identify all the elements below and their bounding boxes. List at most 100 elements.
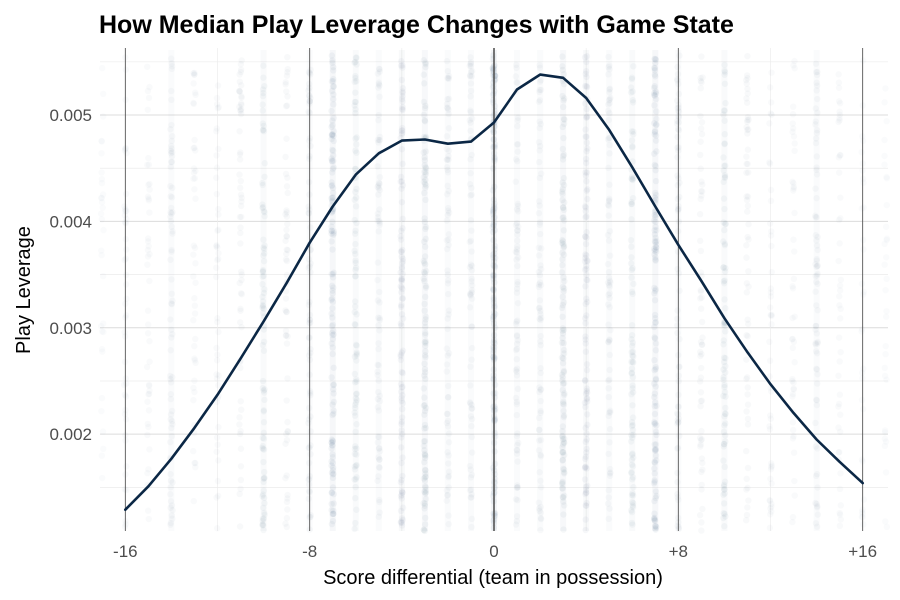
scatter-point	[167, 438, 174, 446]
scatter-point	[374, 214, 382, 221]
scatter-point	[237, 229, 244, 237]
scatter-point	[560, 251, 568, 258]
scatter-point	[330, 91, 337, 98]
scatter-point	[236, 279, 243, 287]
scatter-point	[721, 117, 728, 124]
scatter-point	[328, 107, 335, 115]
scatter-point	[237, 463, 245, 470]
scatter-point	[445, 207, 452, 214]
scatter-point	[215, 382, 221, 388]
scatter-point	[674, 307, 681, 314]
scatter-point	[697, 338, 705, 346]
scatter-point	[536, 202, 543, 209]
scatter-point	[698, 397, 706, 404]
scatter-point	[698, 486, 705, 493]
scatter-point	[721, 67, 728, 74]
scatter-point	[629, 88, 636, 95]
scatter-point	[582, 438, 589, 446]
scatter-point	[328, 123, 335, 131]
scatter-point	[560, 368, 568, 376]
scatter-point	[627, 89, 635, 96]
scatter-point	[167, 163, 174, 171]
scatter-point	[652, 189, 659, 197]
scatter-point	[652, 223, 659, 230]
scatter-point	[284, 68, 291, 76]
scatter-point	[168, 145, 175, 152]
scatter-point	[559, 238, 567, 245]
scatter-point	[282, 153, 289, 161]
scatter-point	[651, 55, 658, 63]
scatter-point	[144, 432, 150, 438]
scatter-point	[167, 477, 175, 484]
scatter-point	[192, 336, 198, 342]
scatter-point	[583, 395, 591, 403]
scatter-point	[167, 498, 175, 505]
scatter-point	[652, 246, 660, 254]
scatter-point	[699, 459, 706, 467]
scatter-point	[720, 374, 727, 381]
scatter-point	[375, 65, 383, 73]
scatter-point	[420, 174, 427, 181]
scatter-point	[260, 458, 267, 466]
scatter-point	[721, 422, 728, 429]
scatter-point	[883, 308, 889, 314]
scatter-point	[238, 194, 245, 202]
scatter-point	[98, 195, 104, 201]
scatter-point	[98, 408, 104, 414]
scatter-point	[422, 470, 429, 477]
scatter-point	[514, 385, 522, 393]
scatter-point	[399, 129, 406, 137]
scatter-point	[329, 131, 336, 139]
scatter-point	[629, 385, 636, 392]
scatter-point	[698, 294, 705, 301]
scatter-point	[791, 185, 797, 191]
scatter-point	[651, 64, 658, 72]
scatter-point	[374, 297, 382, 304]
scatter-point	[559, 152, 567, 160]
scatter-point	[583, 139, 591, 146]
scatter-point	[398, 185, 405, 192]
scatter-point	[445, 474, 452, 481]
scatter-point	[261, 245, 268, 253]
scatter-point	[630, 353, 637, 360]
scatter-point	[375, 184, 382, 192]
scatter-point	[676, 193, 683, 201]
scatter-point	[260, 407, 268, 414]
scatter-point	[514, 237, 521, 244]
scatter-point	[513, 450, 521, 457]
scatter-point	[284, 506, 291, 513]
scatter-point	[467, 59, 475, 66]
scatter-point	[467, 60, 474, 68]
scatter-point	[743, 511, 751, 519]
scatter-point	[168, 204, 175, 212]
scatter-point	[422, 353, 429, 361]
scatter-point	[259, 107, 266, 114]
scatter-point	[330, 157, 337, 165]
scatter-point	[214, 352, 220, 358]
scatter-point	[330, 331, 337, 338]
scatter-point	[145, 107, 151, 113]
scatter-point	[353, 141, 360, 148]
scatter-point	[375, 84, 382, 91]
scatter-point	[351, 379, 359, 386]
scatter-point	[261, 250, 268, 257]
scatter-point	[582, 336, 589, 343]
scatter-point	[743, 447, 750, 455]
scatter-point	[651, 420, 658, 428]
scatter-point	[721, 486, 728, 493]
scatter-point	[722, 99, 729, 107]
scatter-point	[329, 321, 337, 329]
scatter-point	[353, 349, 360, 356]
scatter-point	[466, 238, 473, 246]
scatter-point	[721, 162, 728, 170]
scatter-point	[628, 74, 636, 81]
scatter-point	[466, 72, 474, 79]
scatter-point	[882, 365, 888, 371]
scatter-point	[168, 512, 176, 519]
scatter-point	[145, 253, 151, 259]
scatter-point	[836, 401, 842, 407]
scatter-point	[191, 101, 197, 107]
scatter-point	[582, 70, 589, 78]
scatter-column	[259, 62, 268, 534]
scatter-point	[283, 213, 291, 220]
